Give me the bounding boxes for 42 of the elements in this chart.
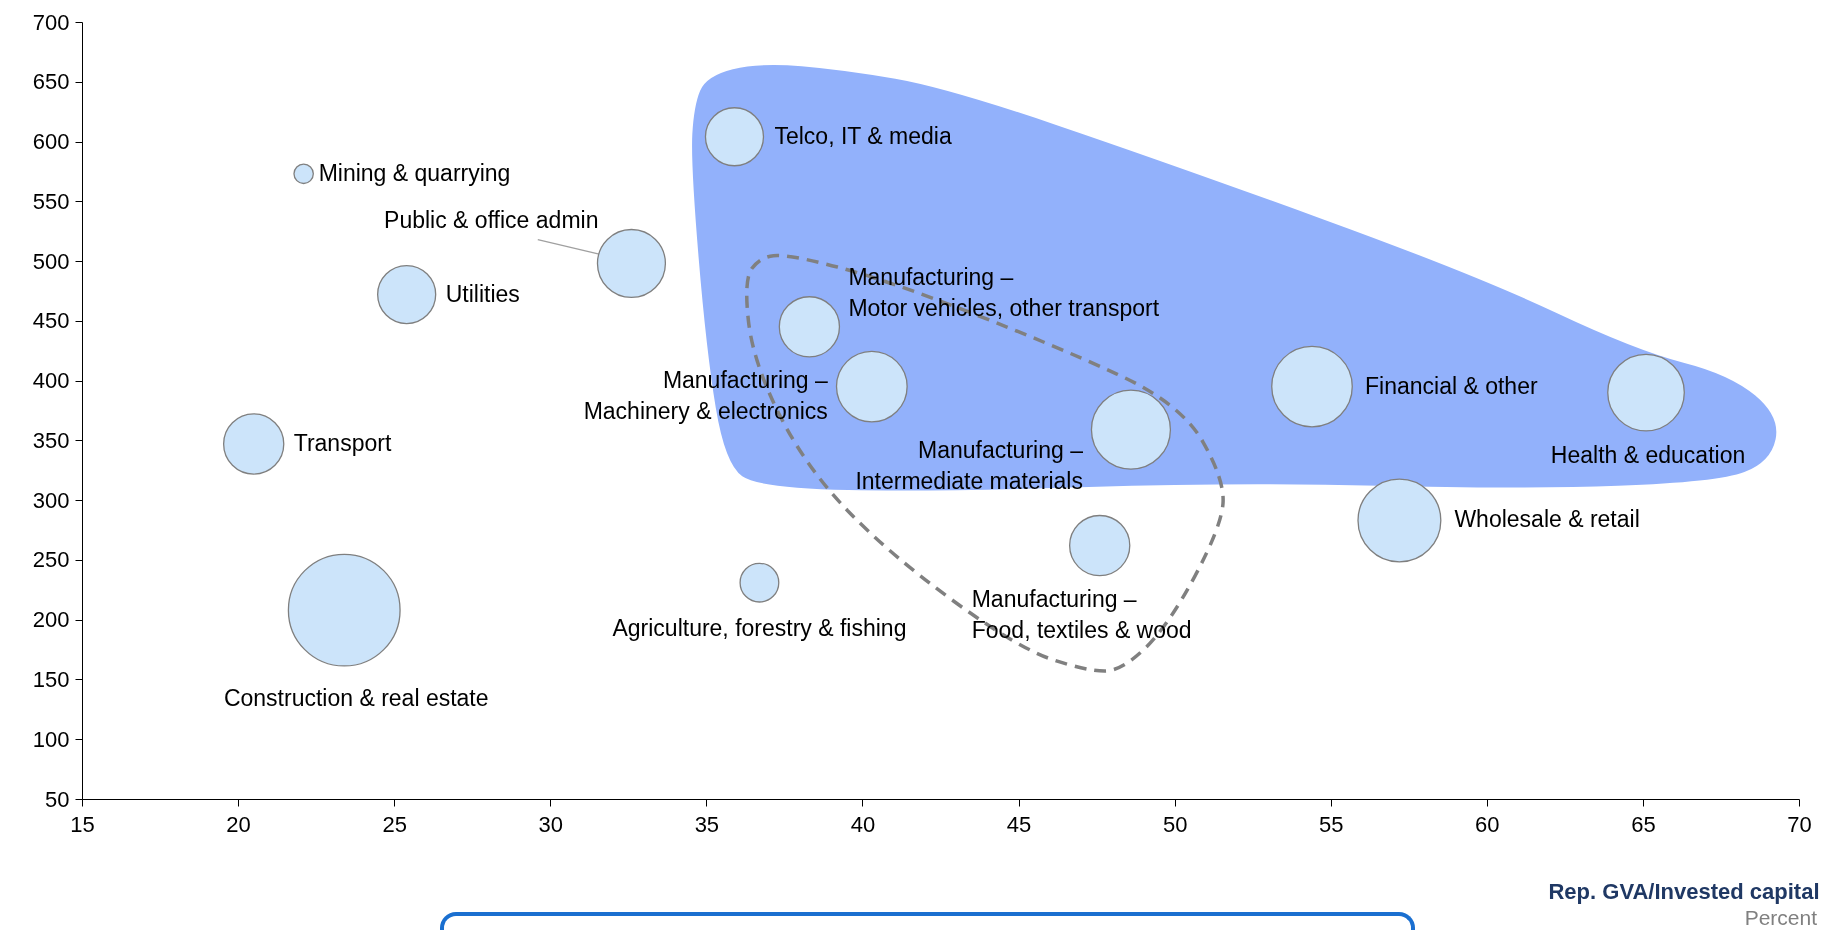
series-label: Health & education: [1550, 441, 1746, 468]
y-tick-label: 100: [32, 726, 70, 752]
x-tick-label: 25: [382, 811, 407, 837]
y-tick-label: 500: [32, 248, 70, 274]
series-label: Wholesale & retail: [1454, 506, 1640, 533]
y-tick-label: 300: [32, 487, 70, 513]
series-label: Construction & real estate: [223, 685, 489, 712]
y-tick-label: 400: [32, 368, 70, 394]
x-tick-label: 50: [1162, 811, 1188, 837]
y-tick-label: 700: [32, 9, 70, 35]
series-label: Mining & quarrying: [318, 159, 511, 186]
series-label: Telco, IT & media: [774, 122, 952, 149]
x-tick-label: 60: [1475, 811, 1500, 837]
x-tick-label: 70: [1787, 811, 1812, 837]
y-tick-label: 600: [32, 129, 70, 155]
series-label: Financial & other: [1365, 372, 1538, 399]
x-tick-label: 30: [538, 811, 564, 837]
series-label: Manufacturing – Intermediate materials: [855, 436, 1084, 494]
y-tick-label: 550: [32, 188, 70, 214]
series-label: Transport: [293, 429, 392, 456]
x-tick-label: 20: [226, 811, 251, 837]
x-tick-label: 45: [1006, 811, 1032, 837]
series-label: Utilities: [445, 280, 520, 307]
series-label: Agriculture, forestry & fishing: [612, 614, 907, 641]
y-tick-label: 350: [32, 427, 70, 453]
y-tick-label: 150: [32, 666, 70, 692]
y-tick-label: 650: [32, 69, 70, 95]
x-tick-label: 35: [694, 811, 720, 837]
y-tick-label: 450: [32, 308, 70, 334]
x-tick-label: 65: [1631, 811, 1656, 837]
x-axis-title: Rep. GVA/Invested capital: [1548, 878, 1820, 904]
series-label: Manufacturing – Food, textiles & wood: [971, 585, 1192, 643]
x-tick-label: 55: [1318, 811, 1344, 837]
y-tick-label: 50: [45, 786, 70, 812]
text: Percent: [1744, 906, 1817, 930]
x-tick-label: 40: [850, 811, 876, 837]
x-tick-label: 15: [70, 811, 95, 837]
y-tick-label: 200: [32, 607, 70, 633]
series-label: Public & office admin: [384, 207, 599, 234]
y-tick-label: 250: [32, 547, 70, 573]
series-label: Manufacturing – Motor vehicles, other transport: [848, 263, 1160, 321]
series-label: Manufacturing – Machinery & electronics: [583, 366, 829, 424]
